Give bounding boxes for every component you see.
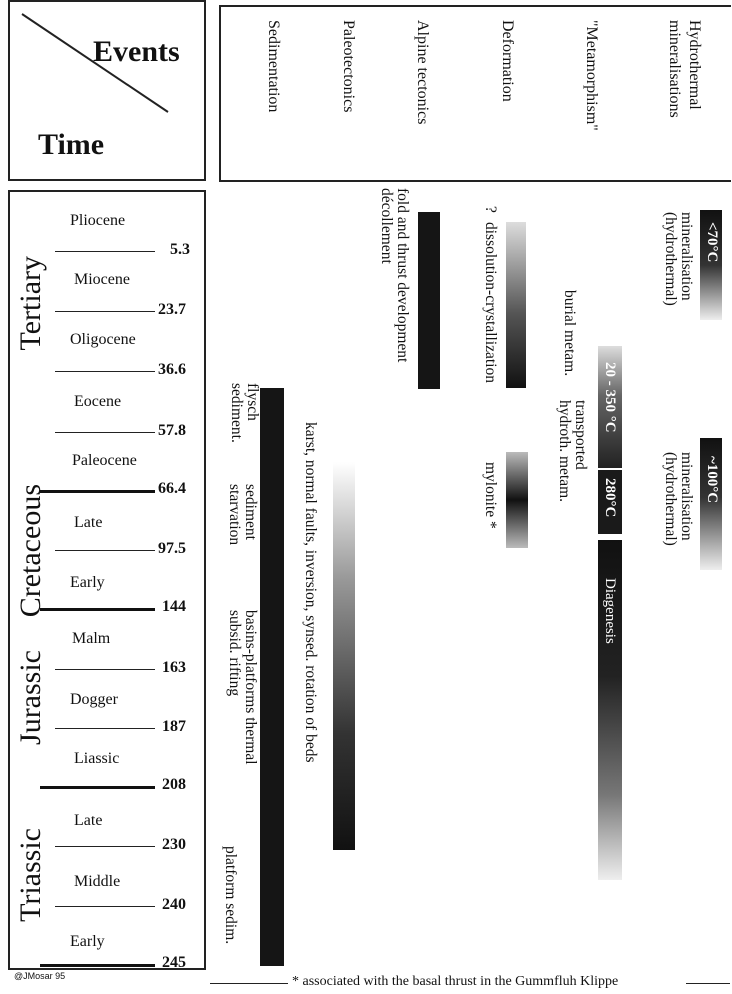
tick-23.7 <box>55 311 155 312</box>
age-57.8: 57.8 <box>158 422 186 439</box>
tick-163 <box>55 669 155 670</box>
paleo-label: karst, normal faults, inversion, synsed.… <box>302 422 319 763</box>
epoch-oligocene: Oligocene <box>70 331 136 348</box>
epoch-late-cretaceous: Late <box>74 514 103 531</box>
alpine-bar <box>418 212 440 389</box>
metamorphism-bar-2-label: 280°C <box>602 478 618 518</box>
epoch-early-cretaceous: Early <box>70 574 105 591</box>
hydrothermal-bar-2 <box>700 438 722 570</box>
epoch-late-triassic: Late <box>74 812 103 829</box>
deformation-question: ? <box>482 206 499 213</box>
age-187: 187 <box>162 718 186 735</box>
hydrothermal-bar-2-label: ~100°C <box>704 456 720 504</box>
sedimentation-bar <box>260 388 284 966</box>
period-triassic: Triassic <box>14 828 47 922</box>
age-230: 230 <box>162 836 186 853</box>
epoch-miocene: Miocene <box>74 271 130 288</box>
deformation-label-2: mylonite * <box>482 462 499 529</box>
metamorphism-burial-label: burial metam. <box>561 290 578 377</box>
metamorphism-bar-2 <box>598 470 622 534</box>
deformation-bar-2 <box>506 452 528 548</box>
epoch-malm: Malm <box>72 630 111 647</box>
header-columns-box <box>219 5 731 182</box>
footer-line-right <box>686 983 730 984</box>
alpine-label: fold and thrust development décollement <box>378 188 411 363</box>
sed-flysch-label: flysch sediment. <box>228 383 261 443</box>
tick-144 <box>40 608 155 611</box>
tick-57.8 <box>55 432 155 433</box>
tick-208 <box>40 786 155 789</box>
age-163: 163 <box>162 659 186 676</box>
events-heading: Events <box>93 35 180 68</box>
header-time-box <box>8 0 206 181</box>
metamorphism-bar-1-label: 20 - 350 °C <box>602 362 618 433</box>
sed-starvation-label: sediment starvation <box>226 484 259 546</box>
tick-5.3 <box>55 251 155 252</box>
metamorphism-bar-1 <box>598 346 622 468</box>
age-66.4: 66.4 <box>158 480 186 497</box>
column-deformation: Deformation <box>499 20 516 102</box>
tick-230 <box>55 846 155 847</box>
credit-label: @JMosar 95 <box>14 971 66 981</box>
deformation-label-1: dissolution-crystallization <box>482 222 499 384</box>
metamorphism-bar-3 <box>598 540 622 880</box>
hydrothermal-bar-1-label: <70°C <box>704 222 720 263</box>
epoch-pliocene: Pliocene <box>70 212 126 229</box>
tick-97.5 <box>55 550 155 551</box>
period-tertiary: Tertiary <box>14 256 47 351</box>
header-diagonal <box>21 13 169 113</box>
tick-36.6 <box>55 371 155 372</box>
hydrothermal-label-1: mineralisation (hydrothermal) <box>662 212 695 306</box>
epoch-middle-triassic: Middle <box>74 873 121 890</box>
column-metamorphism: "Metamorphism" <box>583 20 600 131</box>
sed-basins-label: basins-platforms thermal subsid. rifting <box>226 610 259 765</box>
epoch-paleocene: Paleocene <box>72 452 137 469</box>
tick-240 <box>55 906 155 907</box>
epoch-liassic: Liassic <box>74 750 120 767</box>
age-36.6: 36.6 <box>158 361 186 378</box>
age-208: 208 <box>162 776 186 793</box>
hydrothermal-label-2: mineralisation (hydrothermal) <box>662 452 695 546</box>
epoch-dogger: Dogger <box>70 691 118 708</box>
age-144: 144 <box>162 598 186 615</box>
sed-platform-label: platform sedim. <box>222 846 239 945</box>
paleotectonics-bar <box>333 462 355 850</box>
age-240: 240 <box>162 896 186 913</box>
timescale-box <box>8 190 206 970</box>
time-heading: Time <box>38 128 105 161</box>
hydrothermal-bar-1 <box>700 210 722 320</box>
period-cretaceous: Cretaceous <box>14 484 47 618</box>
footer-line-left <box>210 983 288 984</box>
metamorphism-transported-label: transported hydroth. metam. <box>556 400 589 503</box>
column-hydrothermal: Hydrothermal mineralisations <box>666 20 703 118</box>
metamorphism-bar-3-label: Diagenesis <box>602 578 618 644</box>
epoch-early-triassic: Early <box>70 933 105 950</box>
footnote: * associated with the basal thrust in th… <box>292 974 619 989</box>
age-245: 245 <box>162 954 186 971</box>
tick-245 <box>40 964 155 967</box>
age-23.7: 23.7 <box>158 301 186 318</box>
tick-187 <box>55 728 155 729</box>
age-97.5: 97.5 <box>158 540 186 557</box>
tick-66.4 <box>40 490 155 493</box>
column-sedimentation: Sedimentation <box>265 20 282 113</box>
epoch-eocene: Eocene <box>74 393 122 410</box>
deformation-bar-1 <box>506 222 526 388</box>
age-5.3: 5.3 <box>170 241 190 258</box>
column-alpine-tectonics: Alpine tectonics <box>414 20 431 125</box>
column-paleotectonics: Paleotectonics <box>340 20 357 113</box>
period-jurassic: Jurassic <box>14 650 47 745</box>
